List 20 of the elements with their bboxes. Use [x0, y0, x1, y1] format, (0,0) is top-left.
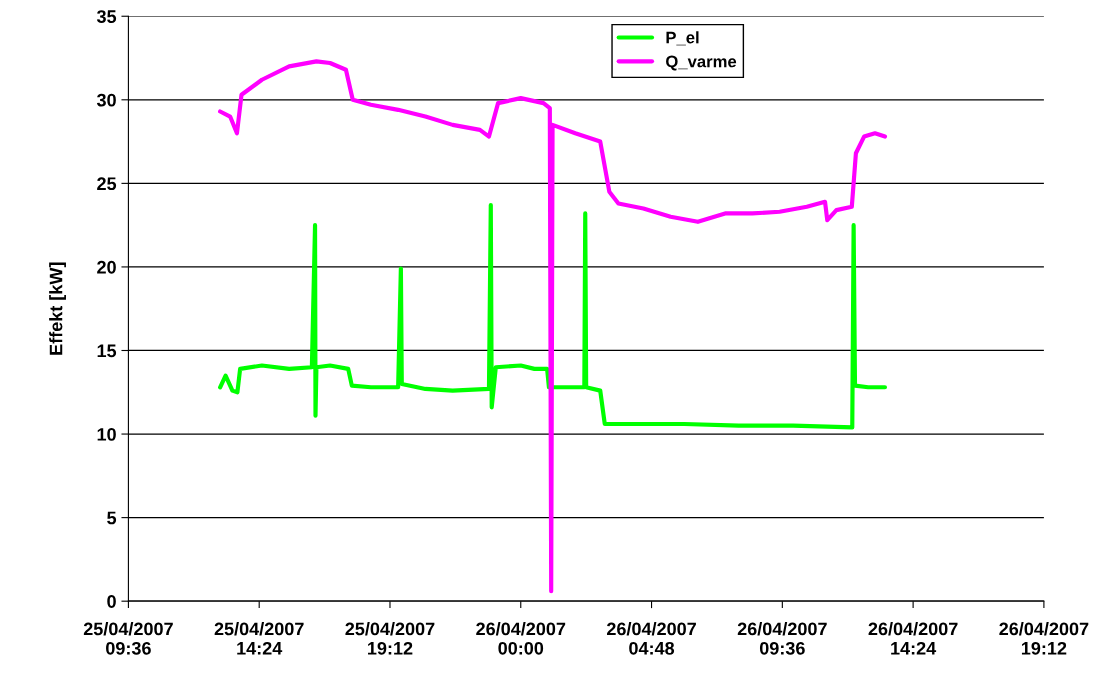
y-tick-label: 30: [96, 93, 116, 107]
x-tick-label: 26/04/2007 04:48: [607, 622, 696, 655]
x-tick-label: 25/04/2007 14:24: [214, 622, 304, 655]
x-tick-label: 26/04/2007 19:12: [999, 622, 1089, 655]
y-axis-title: Effekt [kW]: [49, 262, 66, 355]
legend-label: Q_varme: [666, 55, 737, 71]
y-tick-label: 10: [97, 427, 116, 441]
y-tick-label: 5: [107, 511, 117, 525]
x-tick-label: 26/04/2007 14:24: [868, 622, 958, 655]
line-series: [218, 203, 888, 430]
x-tick-label: 26/04/2007 00:00: [476, 622, 566, 655]
x-tick-label: 25/04/2007 09:36: [83, 622, 173, 655]
x-tick-label: 25/04/2007 19:12: [345, 622, 435, 655]
y-tick-label: 25: [97, 177, 117, 191]
y-tick-label: 35: [96, 10, 117, 23]
y-tick-label: 0: [107, 595, 116, 608]
y-tick-label: 20: [97, 260, 116, 274]
x-tick-label: 26/04/2007 09:36: [737, 622, 827, 655]
y-tick-label: 15: [97, 344, 117, 358]
legend-label: P_el: [666, 31, 699, 46]
